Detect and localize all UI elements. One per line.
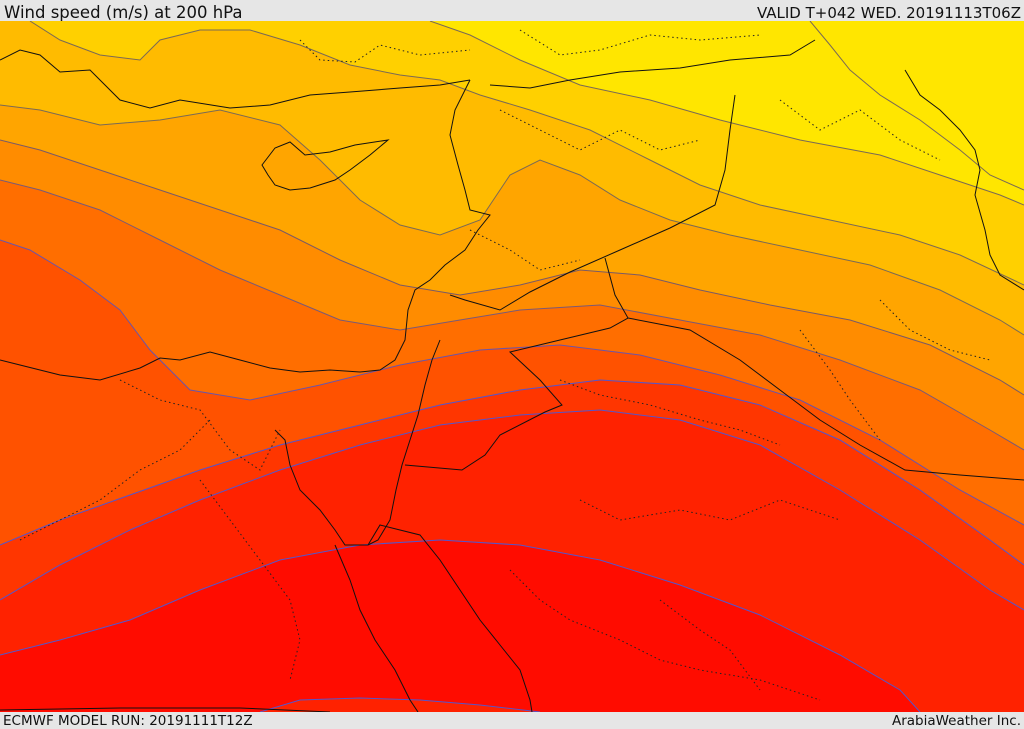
admin-line-9 — [579, 499, 841, 521]
contour-9 — [0, 409, 1024, 611]
contour-11 — [259, 697, 541, 712]
contour-7 — [0, 239, 1024, 526]
iraq-border-west — [449, 94, 736, 311]
contour-5 — [0, 139, 1024, 396]
map-title: Wind speed (m/s) at 200 hPa — [4, 3, 243, 22]
valid-time: VALID T+042 WED. 20191113T06Z — [756, 4, 1021, 22]
saudi-kuwait-border — [627, 317, 1024, 481]
admin-line-8 — [559, 379, 781, 446]
admin-line-5 — [119, 379, 281, 471]
contour-1 — [809, 21, 1024, 191]
contour-8 — [0, 379, 1024, 566]
band-12 — [0, 698, 540, 712]
admin-line-2 — [519, 29, 761, 56]
credit-label: ArabiaWeather Inc. — [891, 713, 1021, 729]
red-sea-west-coast — [334, 544, 419, 712]
levant-coast — [0, 79, 491, 381]
contour-2 — [429, 21, 1024, 206]
cyprus-coast — [261, 139, 390, 191]
admin-line-7 — [199, 479, 301, 681]
header-bar: Wind speed (m/s) at 200 hPa VALID T+042 … — [0, 0, 1024, 22]
gulf-of-aqaba — [367, 339, 441, 546]
anatolia-coast — [0, 49, 471, 109]
admin-line-3 — [499, 109, 701, 151]
gulf-of-suez — [274, 429, 368, 546]
contour-10 — [0, 539, 921, 712]
admin-line-4 — [779, 99, 941, 161]
band-2 — [0, 21, 1024, 190]
red-sea-east-coast — [367, 524, 533, 712]
model-run: ECMWF MODEL RUN: 20191111T12Z — [3, 713, 253, 729]
contour-3 — [29, 21, 1024, 286]
admin-line-1 — [299, 39, 471, 63]
admin-line-14 — [659, 599, 761, 691]
admin-line-6 — [19, 419, 211, 541]
contour-4 — [0, 104, 1024, 336]
admin-line-11 — [799, 329, 881, 441]
egypt-border-south — [0, 707, 331, 712]
persian-gulf-coast — [904, 69, 1024, 291]
band-11 — [0, 540, 920, 712]
contour-6 — [0, 179, 1024, 451]
footer-bar: ECMWF MODEL RUN: 20191111T12Z ArabiaWeat… — [0, 712, 1024, 729]
syria-iraq-border — [489, 39, 816, 89]
wind-speed-map — [0, 21, 1024, 712]
